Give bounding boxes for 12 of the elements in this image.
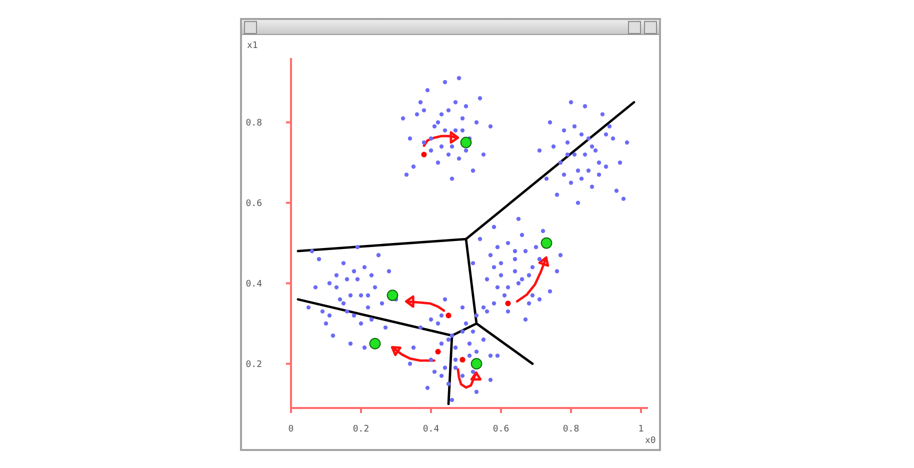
y-tick-label: 0.8 [246, 118, 262, 129]
x-axis-title: x0 [645, 436, 656, 446]
x-tick-label: 1 [638, 424, 644, 434]
y-axis-title: x1 [247, 41, 258, 51]
y-tick-label: 0.4 [246, 279, 262, 290]
y-tick-label: 0.2 [246, 360, 262, 370]
x-tick-label: 0 [288, 424, 294, 434]
x-tick-label: 0.6 [492, 424, 510, 434]
x-tick-label: 0.2 [352, 424, 370, 434]
x-tick-label: 0.4 [422, 424, 440, 434]
x-tick-label: 0.8 [562, 424, 580, 434]
y-tick-label: 0.6 [246, 199, 262, 210]
